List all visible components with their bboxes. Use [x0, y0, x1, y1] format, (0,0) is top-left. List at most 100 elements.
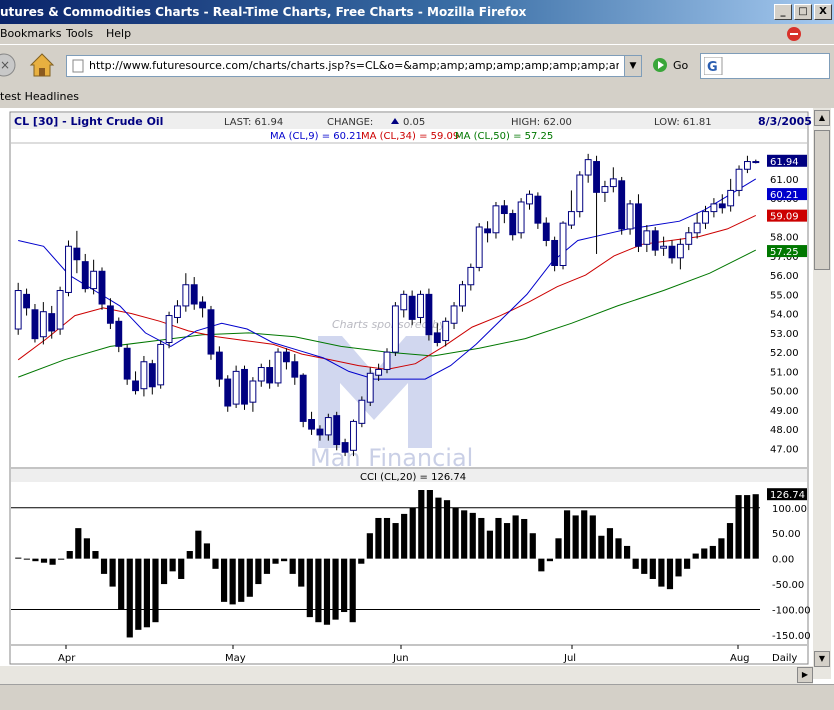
candle-down: [341, 442, 349, 453]
bookmark-latest-headlines[interactable]: test Headlines: [0, 90, 79, 103]
cci-bar: [92, 551, 99, 559]
watermark-brand: Man Financial: [310, 444, 473, 472]
maximize-button[interactable]: □: [794, 4, 812, 20]
candle-down: [316, 428, 324, 436]
ma50-legend: MA (CL,50) = 57.25: [455, 131, 553, 142]
price-tag-label: 59.09: [770, 212, 799, 223]
cci-bar: [726, 523, 734, 559]
candle-up: [735, 168, 743, 191]
stop-icon[interactable]: [786, 26, 802, 42]
scroll-up-icon[interactable]: ▲: [814, 110, 830, 126]
cci-bar: [118, 558, 125, 610]
scroll-thumb[interactable]: [814, 130, 830, 270]
candle-up: [693, 222, 701, 234]
cci-bar: [718, 538, 725, 559]
candle-up: [526, 193, 533, 205]
cci-tag-bg: [767, 488, 807, 501]
cci-bar: [666, 558, 674, 590]
price-tick-label: 54.00: [770, 310, 799, 321]
close-button[interactable]: X: [814, 4, 832, 20]
cci-bar: [255, 558, 262, 585]
cci-bar: [478, 517, 485, 559]
go-button[interactable]: Go: [673, 59, 689, 72]
cci-bar: [160, 558, 168, 585]
candle-down: [651, 230, 659, 251]
price-tick-label: 56.00: [770, 271, 799, 282]
menu-help[interactable]: Help: [106, 27, 132, 40]
search-box[interactable]: G: [700, 53, 830, 79]
cci-bar: [126, 558, 133, 638]
cci-bar: [495, 517, 502, 559]
candle-down: [23, 293, 31, 309]
url-dropdown-icon[interactable]: ▼: [624, 56, 641, 76]
cci-bar: [203, 543, 211, 559]
horizontal-scrollbar[interactable]: ▶: [0, 666, 813, 684]
cci-bar: [735, 495, 742, 559]
candle-down: [106, 305, 114, 324]
candle-up: [274, 351, 282, 384]
candle-down: [190, 284, 198, 305]
cci-bar: [555, 538, 562, 559]
candle-down: [408, 295, 416, 320]
cci-bar: [512, 515, 519, 559]
candle-up: [643, 230, 651, 245]
candle-down: [199, 301, 207, 309]
candle-up: [626, 203, 634, 230]
cci-bar: [298, 558, 305, 587]
home-icon[interactable]: [28, 51, 56, 79]
cci-bar: [366, 533, 373, 559]
url-bar[interactable]: http://www.futuresource.com/charts/chart…: [66, 55, 642, 77]
scroll-right-icon[interactable]: ▶: [797, 667, 813, 683]
cci-bar: [632, 558, 639, 569]
menu-tools[interactable]: Tools: [66, 27, 94, 40]
candle-up: [601, 186, 609, 193]
candle-up: [727, 189, 735, 207]
candle-down: [132, 380, 139, 392]
cci-bar: [435, 497, 442, 559]
candle-up: [257, 367, 265, 382]
cci-bar: [40, 558, 48, 563]
price-tick-label: 55.00: [770, 290, 799, 301]
vertical-scrollbar[interactable]: ▲ ▼: [813, 108, 831, 679]
candle-up: [375, 368, 383, 376]
cci-bar: [675, 558, 682, 577]
candle-up: [743, 161, 751, 170]
price-tick-label: 49.00: [770, 406, 799, 417]
go-icon[interactable]: [652, 57, 668, 73]
cci-bar: [143, 558, 150, 628]
minimize-button[interactable]: _: [774, 4, 792, 20]
candle-up: [576, 174, 584, 213]
cci-bar: [375, 517, 382, 559]
cci-bar: [109, 558, 116, 587]
ma9-legend: MA (CL,9) = 60.21: [270, 131, 362, 142]
bookmarks-toolbar: test Headlines: [0, 86, 834, 109]
candle-up: [358, 399, 366, 424]
candle-down: [148, 363, 156, 388]
candle-down: [425, 293, 433, 336]
price-tick-label: 61.00: [770, 175, 799, 186]
cci-bar: [332, 558, 339, 620]
stop-button-icon[interactable]: ×: [0, 53, 16, 77]
cci-tick-label: -50.00: [772, 580, 804, 591]
candle-up: [459, 284, 466, 307]
candle-up: [660, 245, 668, 249]
menu-bookmarks[interactable]: Bookmarks: [0, 27, 62, 40]
cci-tick-label: 100.00: [772, 504, 807, 515]
cci-bar: [392, 523, 399, 559]
price-tick-label: 58.00: [770, 233, 799, 244]
cci-legend: CCI (CL,20) = 126.74: [360, 472, 466, 483]
cci-bar: [503, 523, 511, 559]
candle-up: [685, 232, 693, 245]
low-label: LOW: 61.81: [654, 117, 712, 128]
page-icon: [72, 59, 84, 73]
cci-bar: [195, 530, 202, 559]
cci-bar: [263, 558, 271, 574]
scroll-down-icon[interactable]: ▼: [814, 651, 830, 667]
cci-bar: [83, 538, 90, 559]
candle-down: [542, 222, 550, 241]
candle-up: [752, 161, 760, 164]
cci-bar: [572, 515, 579, 559]
month-label: Jul: [563, 653, 576, 664]
chart-header-bg: [11, 113, 807, 129]
navigation-toolbar: × http://www.futuresource.com/charts/cha…: [0, 44, 834, 85]
